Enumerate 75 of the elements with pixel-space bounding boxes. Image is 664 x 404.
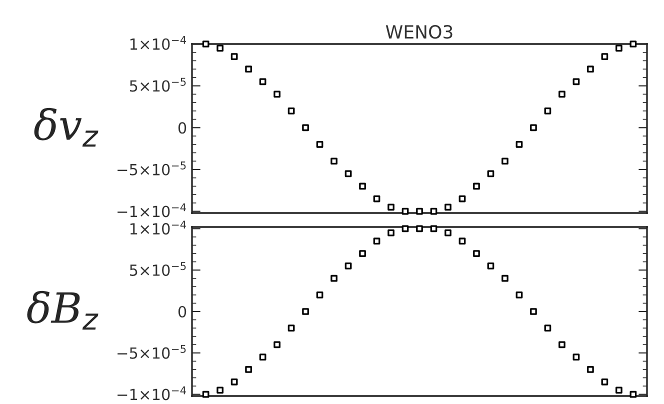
point [616,386,622,394]
chart-title: WENO3 [386,25,452,39]
point [530,124,537,132]
point [274,341,280,348]
point [502,158,508,165]
point [388,229,394,236]
point [430,208,438,215]
point [302,124,309,132]
y-tick-label: 5×10$^{−5}$ [130,78,186,92]
point [444,204,452,211]
point [259,354,266,360]
point [487,170,494,178]
point [458,195,466,202]
point [288,107,295,114]
y-tick-label: −1×10$^{−4}$ [118,203,186,218]
point [473,182,480,190]
point [230,53,238,60]
point [416,225,423,232]
point [430,225,438,232]
point [572,354,580,360]
y-tick-label: 0 [178,122,186,134]
point [302,308,309,315]
y-axis-title: δB$_{z}$ [27,290,98,330]
point [572,78,580,86]
point [373,195,380,202]
point [587,66,594,73]
point [558,90,566,98]
point [587,366,594,373]
point [502,274,508,282]
point [516,292,523,298]
point [388,204,394,211]
point [616,44,622,52]
point [544,107,552,114]
y-axis-title: δv$_{z}$ [34,108,98,147]
y-tick-label: −5×10$^{−5}$ [118,344,186,359]
point [259,78,266,86]
y-tick-label: 1×10$^{−4}$ [130,220,186,235]
point [344,262,352,270]
point [630,40,637,48]
y-tick-label: 5×10$^{−5}$ [130,262,186,276]
y-tick-label: 1×10$^{−4}$ [130,36,186,50]
point [487,262,494,270]
point [274,90,280,98]
point [473,250,480,257]
point [601,53,608,60]
point [288,324,295,332]
point [402,225,409,232]
point [330,158,338,165]
point [344,170,352,178]
y-tick-label: −1×10$^{−4}$ [118,386,186,400]
point [230,378,238,386]
point [402,208,409,215]
point [516,140,523,148]
point [330,274,338,282]
y-tick-label: 0 [178,306,186,318]
point [245,66,252,73]
point [601,378,608,386]
point [202,40,210,48]
point [316,140,324,148]
point [530,308,537,315]
point [416,208,423,215]
point [202,390,210,398]
y-tick-label: −5×10$^{−5}$ [118,162,186,176]
point [245,366,252,373]
point [630,390,637,398]
point [458,238,466,245]
point [444,229,452,236]
point [316,292,324,298]
point [373,238,380,245]
point [544,324,552,332]
point [359,182,366,190]
point [558,341,566,348]
point [359,250,366,257]
point [216,44,224,52]
point [216,386,224,394]
